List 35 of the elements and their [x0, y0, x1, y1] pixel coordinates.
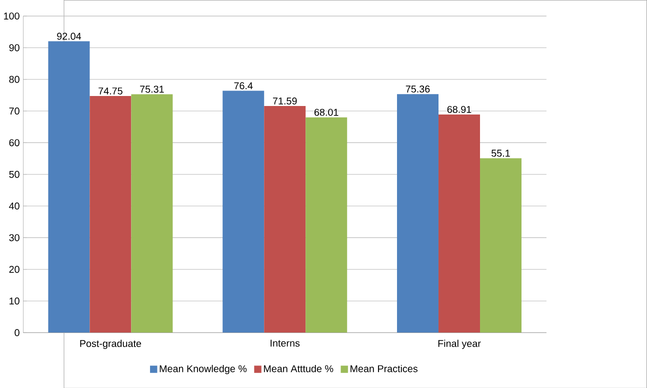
data-label: 74.75 [98, 87, 122, 94]
bar [438, 114, 480, 332]
bar [90, 96, 132, 332]
data-label: 71.59 [273, 97, 297, 104]
data-label: 55.1 [492, 150, 510, 156]
bar [222, 90, 264, 332]
bar [264, 106, 306, 332]
data-label: 92.04 [57, 32, 82, 40]
data-label: 76.4 [234, 82, 253, 90]
y-tick-label: 20 [9, 266, 20, 273]
y-tick-label: 30 [9, 234, 20, 241]
data-label: 68.01 [314, 108, 338, 116]
bar [397, 94, 439, 332]
x-tick-label: Post-graduate [80, 340, 142, 349]
x-tick-label: Interns [270, 340, 300, 346]
x-tick-label: Final year [438, 340, 481, 349]
y-tick-label: 100 [4, 12, 20, 20]
bar [306, 117, 348, 332]
bar [480, 158, 522, 332]
y-tick-label: 60 [9, 139, 20, 146]
legend-label: Mean Atttude % [264, 364, 334, 372]
y-tick-label: 40 [9, 202, 20, 210]
data-label: 75.31 [140, 86, 164, 92]
y-tick-label: 90 [9, 44, 20, 52]
bar [131, 94, 173, 332]
y-tick-label: 0 [14, 328, 20, 336]
y-tick-label: 10 [10, 297, 20, 304]
y-tick-label: 70 [9, 107, 20, 114]
legend-label: Mean Practices [350, 364, 418, 372]
y-tick-label: 80 [9, 76, 20, 83]
data-label: 75.36 [406, 85, 430, 92]
bar [48, 41, 90, 332]
data-label: 68.91 [447, 106, 472, 113]
y-tick-label: 50 [9, 170, 20, 178]
legend-label: Mean Knowledge % [160, 364, 247, 374]
